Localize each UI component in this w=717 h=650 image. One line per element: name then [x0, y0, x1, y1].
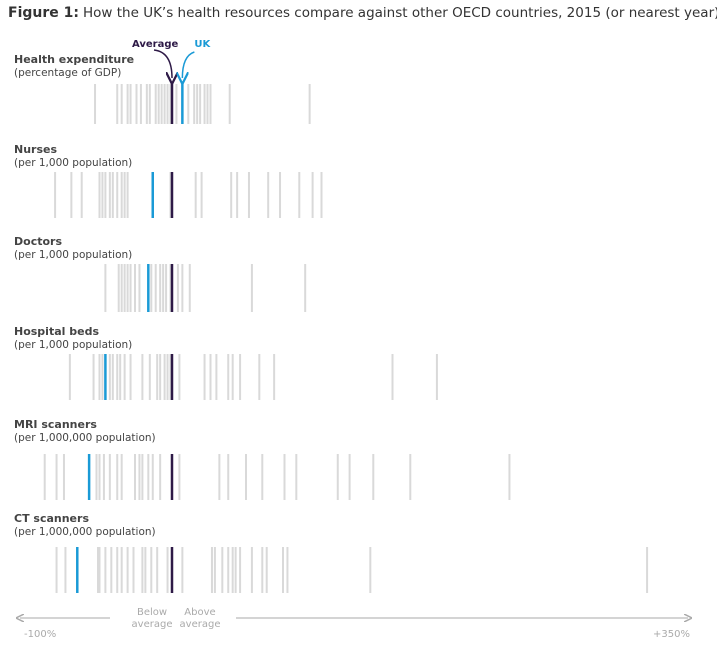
panel-title: Health expenditure — [14, 53, 134, 66]
panel-subtitle: (per 1,000 population) — [14, 157, 132, 169]
panel-title: Doctors — [14, 235, 62, 248]
below-label: Below average — [131, 607, 173, 630]
average-label: Average — [132, 39, 179, 50]
chart-title: How the UK’s health resources compare ag… — [83, 5, 717, 21]
panel-subtitle: (per 1,000 population) — [14, 249, 132, 261]
uk-label: UK — [194, 39, 211, 50]
panel-title: Hospital beds — [14, 325, 99, 338]
x-tick-label: -100% — [24, 629, 56, 640]
average-arrow — [153, 49, 172, 78]
title-label: Figure 1: — [8, 5, 79, 21]
panel-subtitle: (per 1,000 population) — [14, 339, 132, 351]
panel-subtitle: (percentage of GDP) — [14, 67, 121, 79]
uk-arrow — [182, 51, 195, 78]
panel-title: CT scanners — [14, 512, 89, 525]
panel-title: Nurses — [14, 143, 57, 156]
x-tick-label: +350% — [653, 629, 690, 640]
panel-title: MRI scanners — [14, 418, 97, 431]
above-label: Above average — [179, 607, 221, 630]
panel-subtitle: (per 1,000,000 population) — [14, 526, 156, 538]
panel-subtitle: (per 1,000,000 population) — [14, 432, 156, 444]
